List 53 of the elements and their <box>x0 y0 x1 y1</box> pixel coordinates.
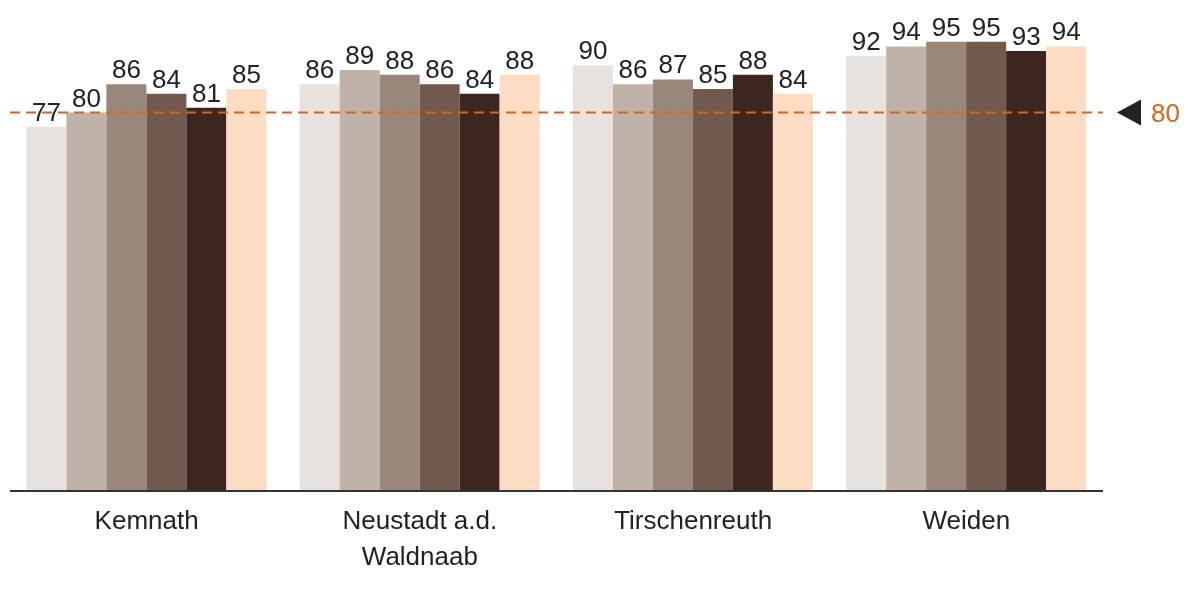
data-label: 88 <box>385 44 415 75</box>
data-label: 95 <box>931 11 961 42</box>
data-label: 87 <box>658 49 688 80</box>
data-label: 84 <box>151 63 181 94</box>
bar <box>459 93 500 491</box>
bar <box>186 107 227 491</box>
bar <box>1006 51 1047 491</box>
bar <box>26 126 67 491</box>
data-label: 84 <box>465 63 495 94</box>
bar <box>299 84 340 491</box>
data-label: 89 <box>345 40 375 71</box>
x-tick-label: Neustadt a.d. Waldnaab <box>342 505 498 571</box>
x-tick-label: Tirschenreuth <box>614 505 773 535</box>
data-label: 81 <box>191 77 221 108</box>
data-label: 80 <box>71 82 101 113</box>
bar <box>926 41 967 491</box>
bar <box>846 55 887 491</box>
bar <box>1046 46 1087 491</box>
data-label: 77 <box>31 96 61 127</box>
data-label: 90 <box>578 35 608 66</box>
bar <box>106 84 147 491</box>
bar <box>499 74 540 491</box>
data-label: 86 <box>425 54 455 85</box>
bar <box>226 88 267 491</box>
bar <box>66 112 107 491</box>
data-label: 88 <box>505 44 535 75</box>
ref-line-label: 80 <box>1151 97 1180 128</box>
data-label: 86 <box>111 54 141 85</box>
bar <box>652 79 693 491</box>
data-label: 85 <box>698 58 728 89</box>
data-label: 95 <box>971 11 1001 42</box>
data-label: 92 <box>851 25 881 56</box>
bar <box>966 41 1007 491</box>
data-label: 94 <box>891 16 921 47</box>
bar <box>379 74 420 491</box>
bar <box>732 74 773 491</box>
x-tick-label: Kemnath <box>94 505 199 535</box>
bar <box>692 88 733 491</box>
data-label: 85 <box>231 58 261 89</box>
data-label: 94 <box>1051 16 1081 47</box>
bar <box>419 84 460 491</box>
data-label: 84 <box>778 63 808 94</box>
bar <box>572 65 613 491</box>
data-label: 88 <box>738 44 768 75</box>
bar <box>772 93 813 491</box>
bar <box>612 84 653 491</box>
bar <box>886 46 927 491</box>
data-label: 86 <box>305 54 335 85</box>
data-label: 93 <box>1011 21 1041 52</box>
x-tick-label: Weiden <box>922 505 1011 535</box>
data-label: 86 <box>618 54 648 85</box>
bar <box>339 70 380 491</box>
bar <box>146 93 187 491</box>
